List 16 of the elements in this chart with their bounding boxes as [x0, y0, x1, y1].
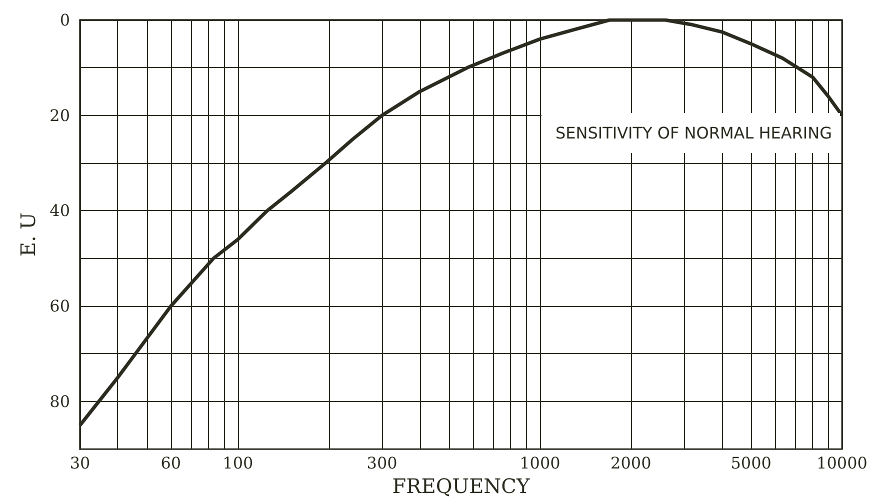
x-tick-label: 2000	[610, 454, 652, 473]
y-axis-title: E. U	[16, 212, 40, 257]
y-tick-label: 20	[50, 106, 70, 125]
y-tick-label: 40	[50, 201, 70, 220]
x-tick-label: 30	[70, 454, 90, 473]
x-axis-title: FREQUENCY	[392, 474, 530, 498]
y-tick-label: 0	[60, 10, 70, 30]
x-tick-label: 1000	[520, 454, 560, 473]
x-tick-label: 300	[366, 454, 398, 473]
y-tick-label: 80	[50, 392, 70, 411]
x-tick-label: 100	[222, 454, 254, 473]
annotation: SENSITIVITY OF NORMAL HEARING	[556, 124, 832, 142]
y-tick-label: 60	[50, 296, 70, 316]
x-tick-label: 60	[160, 454, 182, 473]
x-tick-label: 10000	[816, 454, 868, 473]
x-tick-label: 5000	[730, 454, 772, 473]
